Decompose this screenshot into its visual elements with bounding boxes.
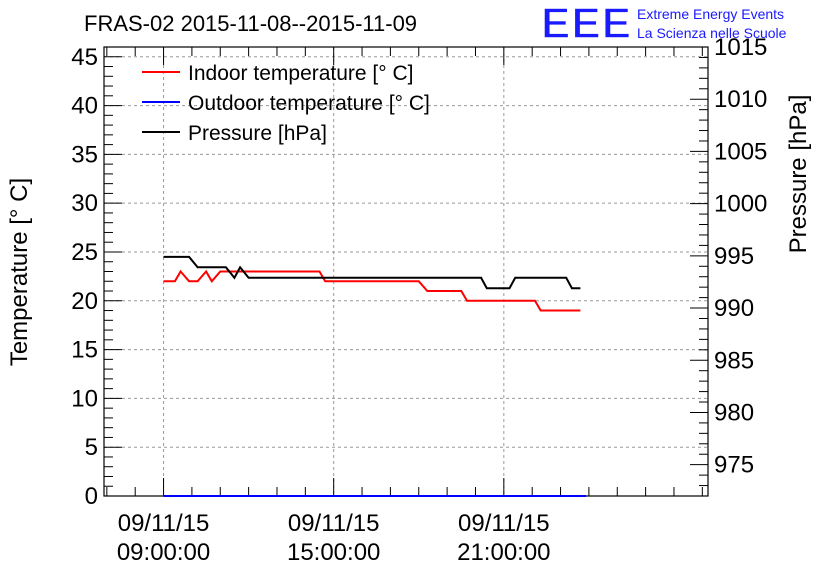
- x-tick-time: 15:00:00: [287, 539, 380, 566]
- left-tick-label: 15: [71, 337, 98, 364]
- right-tick-label: 995: [714, 243, 754, 270]
- series-pressure: [163, 255, 581, 290]
- left-tick-label: 0: [85, 483, 98, 510]
- x-tick-time: 09:00:00: [117, 539, 210, 566]
- left-tick-label: 35: [71, 141, 98, 168]
- series: [163, 255, 587, 497]
- x-tick-date: 09/11/15: [458, 510, 550, 537]
- left-tick-label: 25: [71, 239, 98, 266]
- left-tick-label: 10: [71, 385, 98, 412]
- logo-mark: EEE: [541, 0, 632, 48]
- right-tick-label: 1005: [714, 138, 767, 165]
- right-tick-label: 975: [714, 452, 754, 479]
- left-tick-label: 30: [71, 190, 98, 217]
- logo-line2: La Scienza nelle Scuole: [637, 25, 787, 41]
- legend-label-outdoor: Outdoor temperature [° C]: [188, 92, 430, 115]
- left-tick-label: 20: [71, 288, 98, 315]
- chart-title: FRAS-02 2015-11-08--2015-11-09: [84, 11, 417, 36]
- legend-label-pressure: Pressure [hPa]: [188, 122, 327, 145]
- eee-logo: EEE Extreme Energy Events La Scienza nel…: [540, 0, 787, 49]
- x-tick-date: 09/11/15: [288, 510, 380, 537]
- x-tick-time: 21:00:00: [457, 539, 550, 566]
- left-tick-label: 45: [71, 44, 98, 71]
- left-axis-label: Temperature [° C]: [6, 178, 33, 366]
- left-tick-label: 5: [85, 434, 98, 461]
- grid: [104, 47, 708, 496]
- right-tick-label: 1010: [714, 86, 767, 113]
- right-tick-label: 1015: [714, 34, 767, 61]
- logo-line1: Extreme Energy Events: [637, 6, 784, 22]
- right-axis-label: Pressure [hPa]: [785, 95, 812, 254]
- series-indoor-temperature: [163, 269, 581, 312]
- right-tick-label: 990: [714, 295, 754, 322]
- axis-ticks: 0510152025303540459759809859909951000100…: [71, 34, 767, 566]
- legend-label-indoor: Indoor temperature [° C]: [188, 62, 414, 85]
- right-tick-label: 985: [714, 347, 754, 374]
- right-tick-label: 980: [714, 399, 754, 426]
- left-tick-label: 40: [71, 93, 98, 120]
- x-tick-date: 09/11/15: [118, 510, 210, 537]
- right-tick-label: 1000: [714, 191, 767, 218]
- legend: Indoor temperature [° C] Outdoor tempera…: [142, 62, 430, 145]
